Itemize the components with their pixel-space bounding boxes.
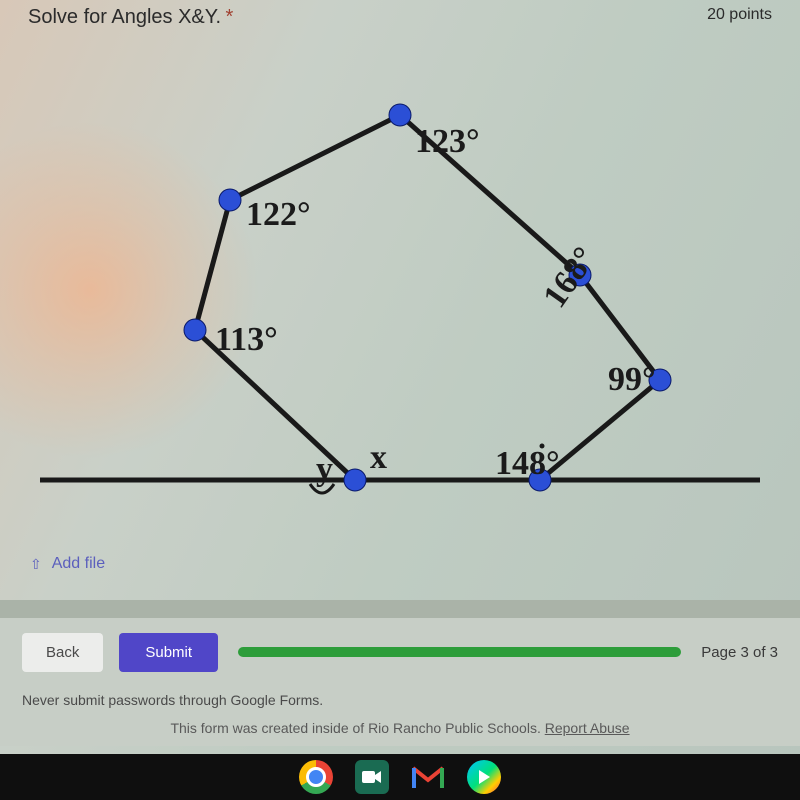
points-label: 20 points xyxy=(707,6,772,29)
svg-text:y: y xyxy=(316,451,333,488)
form-footer: Never submit passwords through Google Fo… xyxy=(0,686,800,746)
attribution-line: This form was created inside of Rio Ranc… xyxy=(22,720,778,736)
add-file-label: Add file xyxy=(52,555,105,573)
play-store-icon[interactable] xyxy=(467,760,501,794)
svg-text:122°: 122° xyxy=(246,196,311,233)
os-taskbar xyxy=(0,754,800,800)
progress-bar xyxy=(238,647,681,657)
chrome-icon[interactable] xyxy=(299,760,333,794)
back-button[interactable]: Back xyxy=(22,633,103,672)
form-screen: Solve for Angles X&Y. * 20 points 123°12… xyxy=(0,0,800,800)
question-title-wrap: Solve for Angles X&Y. * xyxy=(28,6,233,29)
card-gap xyxy=(0,600,800,618)
question-header: Solve for Angles X&Y. * 20 points xyxy=(28,6,772,29)
page-indicator: Page 3 of 3 xyxy=(701,644,778,661)
gmail-icon[interactable] xyxy=(411,760,445,794)
meet-icon[interactable] xyxy=(355,760,389,794)
attribution-text: This form was created inside of Rio Ranc… xyxy=(170,720,544,736)
diagram-svg: 123° 122° 113° 168° 99° 148° xy xyxy=(20,60,780,540)
form-nav: Back Submit Page 3 of 3 xyxy=(0,618,800,686)
add-file-button[interactable]: ⇧ Add file xyxy=(30,555,105,573)
question-title: Solve for Angles X&Y. xyxy=(28,6,221,28)
svg-text:99°: 99° xyxy=(608,361,656,398)
svg-text:123°: 123° xyxy=(415,123,480,160)
upload-icon: ⇧ xyxy=(30,556,42,573)
svg-text:x: x xyxy=(370,439,387,476)
svg-text:148°: 148° xyxy=(495,445,560,482)
geometry-diagram: 123° 122° 113° 168° 99° 148° xy xyxy=(20,60,780,540)
submit-button[interactable]: Submit xyxy=(119,633,218,672)
report-abuse-link[interactable]: Report Abuse xyxy=(545,720,630,736)
svg-text:168°: 168° xyxy=(536,240,603,314)
svg-text:113°: 113° xyxy=(215,321,278,358)
password-warning: Never submit passwords through Google Fo… xyxy=(22,692,778,708)
required-star: * xyxy=(226,6,234,28)
